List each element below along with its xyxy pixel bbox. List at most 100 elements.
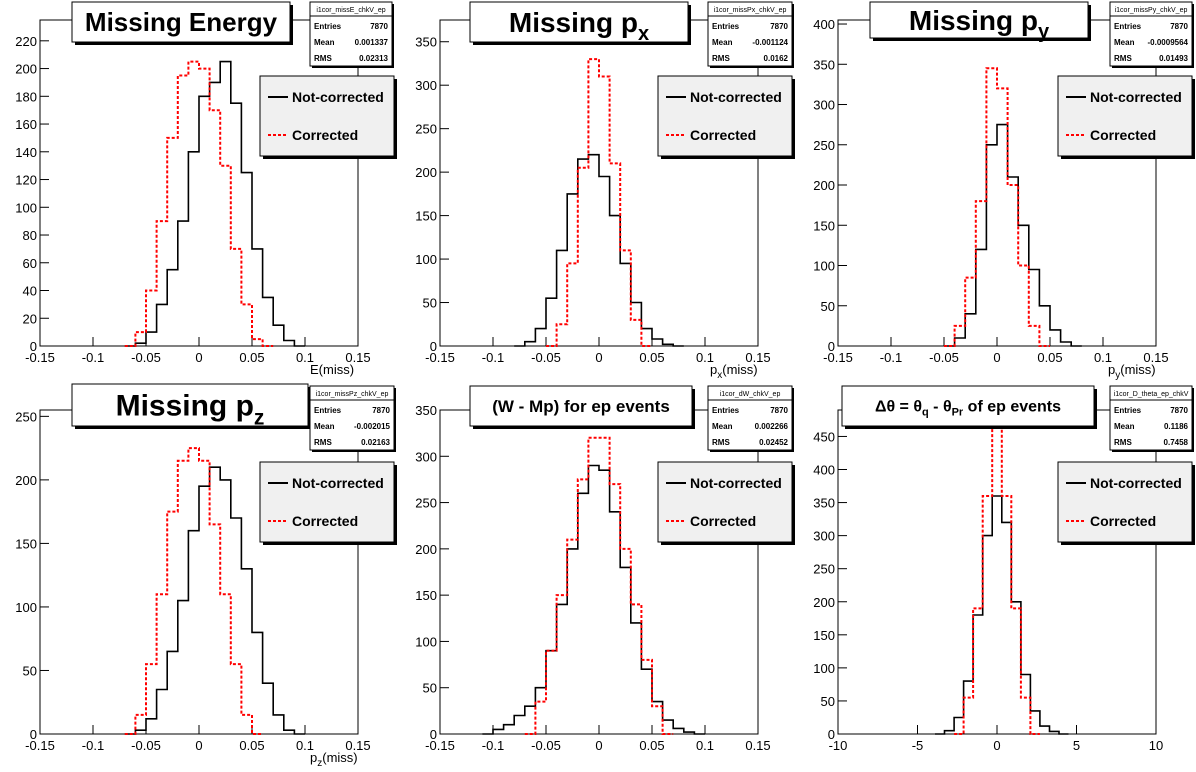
panel-5: 0 50 100 150 200 250 300 350 -0.15 -0.1 -0.05 0 0.05… (415, 385, 795, 753)
panel-title: Missing px (509, 7, 649, 45)
panel-title-sub: y (1038, 21, 1050, 43)
x-axis-label-main: p (310, 750, 317, 765)
stats-value-entries: 7870 (370, 22, 388, 31)
y-tick-label: 220 (15, 34, 37, 49)
x-tick-label: -10 (829, 738, 848, 753)
stats-label-entries: Entries (314, 406, 342, 415)
x-tick-label: 0.15 (745, 738, 770, 753)
y-tick-label: 0 (30, 339, 37, 354)
x-tick-label: -5 (912, 738, 924, 753)
y-tick-label: 200 (15, 473, 37, 488)
stats-label-entries: Entries (712, 22, 740, 31)
x-axis-label-main: E(miss) (310, 362, 354, 377)
stats-value-mean: 0.002266 (755, 422, 789, 431)
series-corrected (944, 67, 1050, 347)
y-tick-label: 50 (821, 694, 835, 709)
y-tick-label: 150 (813, 218, 835, 233)
panel-title: (W - Mp) for ep events (492, 397, 670, 416)
x-tick-label: 0.05 (239, 350, 264, 365)
stats-label-mean: Mean (314, 422, 335, 431)
stats-label-rms: RMS (712, 438, 730, 447)
stats-value-entries: 7870 (1170, 22, 1188, 31)
y-tick-label: 100 (813, 259, 835, 274)
x-axis-label-tail: (miss) (322, 750, 357, 765)
y-tick-label: 0 (430, 727, 437, 742)
series-not-corrected (124, 60, 305, 347)
x-tick-label: -0.1 (82, 350, 104, 365)
x-axis-label-sub: x (717, 370, 722, 381)
x-tick-label: -0.15 (823, 350, 853, 365)
x-tick-label: 0.1 (696, 738, 714, 753)
y-tick-label: 100 (15, 200, 37, 215)
stats-value-mean: 0.1186 (1164, 422, 1189, 431)
series-corrected (546, 58, 652, 347)
x-tick-label: -0.1 (482, 350, 504, 365)
stats-label-mean: Mean (1114, 38, 1135, 47)
legend-label-corrected: Corrected (690, 127, 756, 143)
series-not-corrected (944, 123, 1082, 347)
x-tick-label: 0.05 (1037, 350, 1062, 365)
x-tick-label: 0.05 (639, 350, 664, 365)
y-tick-label: 0 (30, 727, 37, 742)
y-tick-label: 350 (813, 57, 835, 72)
stats-box (1109, 385, 1193, 451)
y-tick-label: 250 (15, 409, 37, 424)
y-tick-label: 250 (813, 138, 835, 153)
stats-value-mean: -0.002015 (354, 422, 391, 431)
legend-label-corrected: Corrected (292, 513, 358, 529)
y-tick-label: 60 (23, 256, 37, 271)
y-tick-label: 400 (813, 17, 835, 32)
stats-label-rms: RMS (314, 438, 332, 447)
y-tick-label: 50 (821, 299, 835, 314)
x-tick-label: -0.15 (425, 350, 455, 365)
y-tick-label: 350 (415, 403, 437, 418)
stats-value-entries: 7870 (1170, 406, 1188, 415)
x-tick-label: 0.15 (1143, 350, 1168, 365)
stats-label-rms: RMS (712, 54, 730, 63)
y-tick-label: 250 (415, 496, 437, 511)
legend-label-not-corrected: Not-corrected (292, 89, 384, 105)
stats-box (707, 385, 793, 451)
panel-title-main: (W - Mp) for ep events (492, 397, 670, 416)
stats-label-mean: Mean (314, 38, 335, 47)
y-tick-label: 100 (15, 600, 37, 615)
y-tick-label: 300 (415, 78, 437, 93)
legend-label-not-corrected: Not-corrected (292, 475, 384, 491)
stats-value-rms: 0.02163 (361, 438, 390, 447)
y-tick-label: 100 (415, 252, 437, 267)
x-tick-label: -0.05 (929, 350, 959, 365)
stats-name: i1cor_D_theta_ep_chkV (1114, 391, 1189, 398)
stats-value-entries: 7870 (770, 406, 788, 415)
y-tick-label: 180 (15, 89, 37, 104)
x-axis-label: px(miss) (710, 362, 758, 381)
panel-title-sub: x (638, 23, 649, 45)
x-tick-label: 0 (195, 350, 202, 365)
stats-label-rms: RMS (1114, 54, 1132, 63)
panel-title: Missing Energy (85, 7, 278, 37)
y-tick-label: 150 (813, 628, 835, 643)
stats-value-entries: 7870 (770, 22, 788, 31)
x-tick-label: 0.15 (345, 738, 370, 753)
title-box (841, 385, 1095, 427)
stats-name: i1cor_missE_chkV_ep (316, 7, 385, 14)
x-axis-label-sub: y (1115, 370, 1120, 381)
stats-value-entries: 7870 (372, 406, 390, 415)
y-tick-label: 450 (813, 429, 835, 444)
y-tick-label: 100 (813, 661, 835, 676)
title-box (469, 385, 693, 427)
panel-title-part: - θ (929, 399, 952, 416)
stats-label-entries: Entries (712, 406, 740, 415)
panel-4: 0 50 100 150 200 250 -0.15 -0.1 -0.05 0 0.05 0.1 0.1… (15, 383, 397, 769)
panel-title-sub: z (254, 407, 265, 430)
stats-label-entries: Entries (1114, 406, 1142, 415)
y-tick-label: 80 (23, 228, 37, 243)
series-not-corrected (124, 466, 305, 735)
stats-value-rms: 0.7458 (1164, 438, 1189, 447)
y-tick-label: 140 (15, 145, 37, 160)
stats-label-entries: Entries (314, 22, 342, 31)
stats-value-mean: -0.0009564 (1148, 38, 1189, 47)
y-tick-label: 20 (23, 311, 37, 326)
y-tick-label: 400 (813, 463, 835, 478)
y-tick-label: 50 (23, 663, 37, 678)
